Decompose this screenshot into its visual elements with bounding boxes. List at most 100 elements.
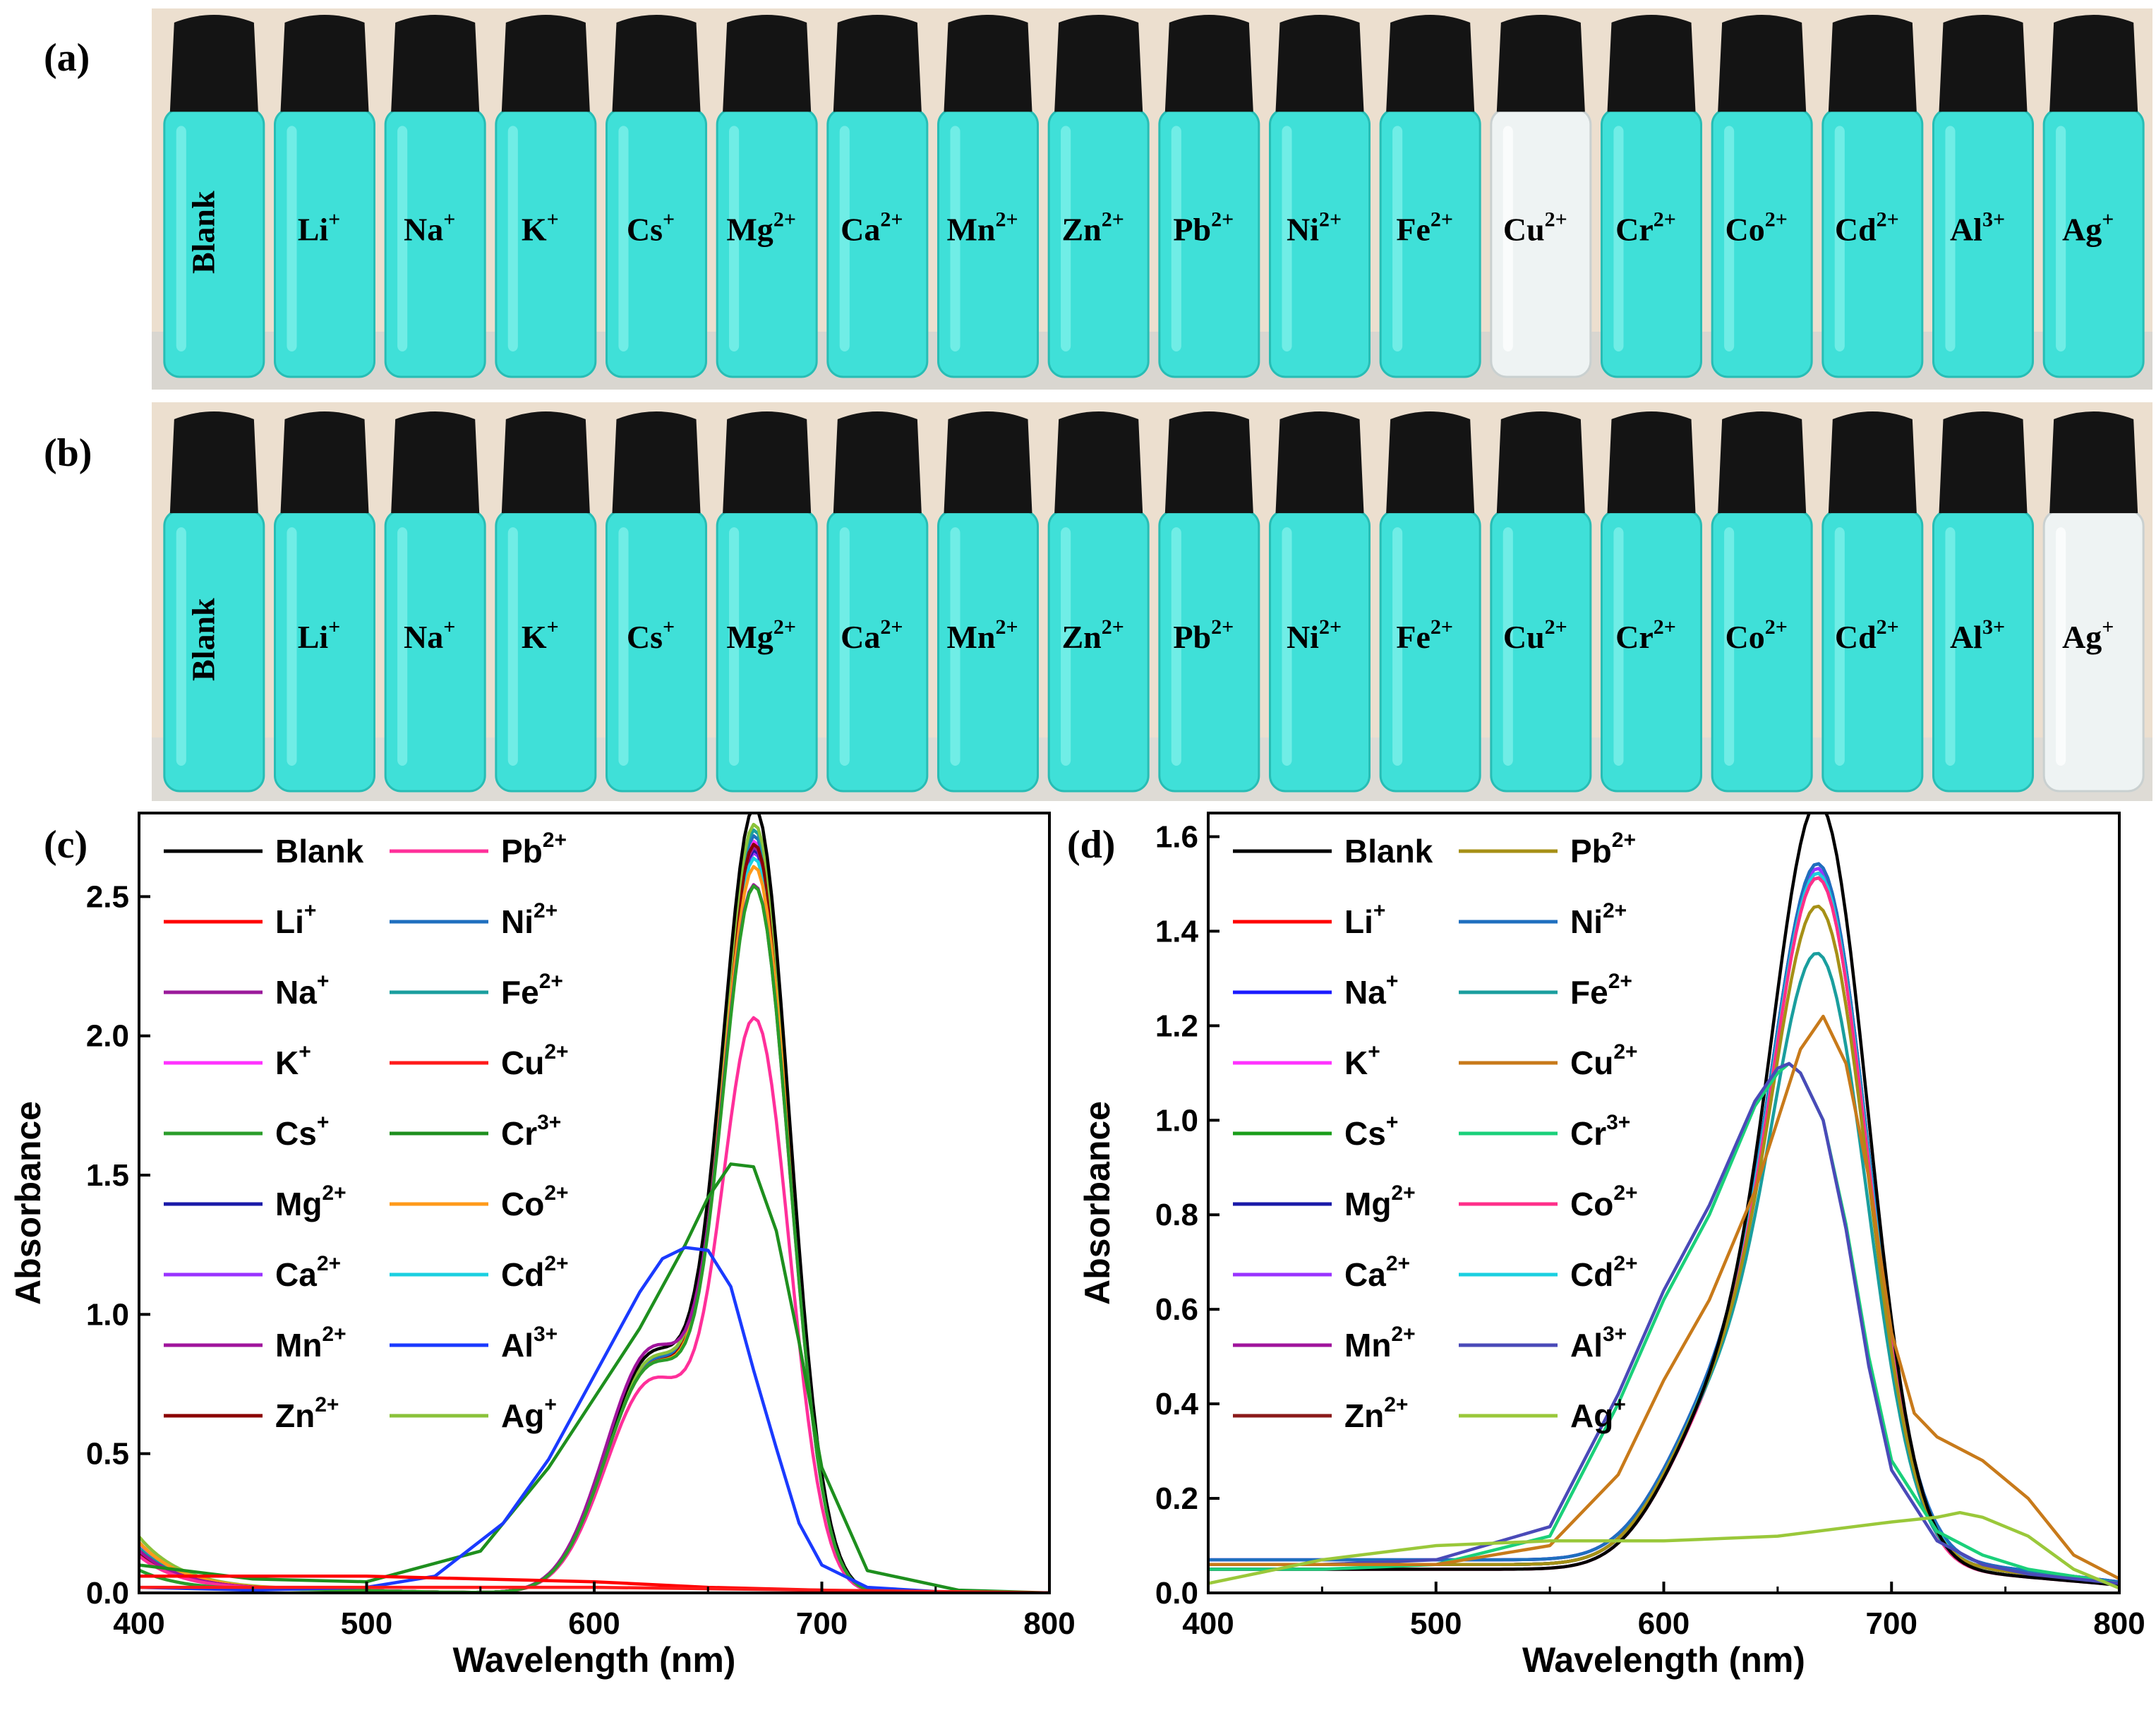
legend-label: Ni2+ xyxy=(501,899,558,940)
legend-entry-na-plus: Na+ xyxy=(1233,970,1398,1011)
y-tick-label: 0.0 xyxy=(1155,1576,1198,1611)
legend-label: Mn2+ xyxy=(1344,1323,1416,1364)
panel-label-c: (c) xyxy=(44,823,88,867)
vial-a-mg2-plus: Mg2+ xyxy=(716,15,818,378)
legend-label: Li+ xyxy=(275,899,316,940)
x-axis-label: Wavelength (nm) xyxy=(453,1640,736,1680)
vial-glare xyxy=(507,126,518,351)
vial-b-cr2-plus: Cr2+ xyxy=(1601,411,1702,793)
vial-glare xyxy=(1282,527,1292,766)
vial-a-cd2-plus: Cd2+ xyxy=(1821,15,1924,378)
legend-label: Li+ xyxy=(1344,899,1385,940)
vial-b-k-plus: K+ xyxy=(495,411,597,793)
vial-cap xyxy=(1718,411,1807,514)
legend-label: Pb2+ xyxy=(1570,829,1636,869)
vial-b-cs-plus: Cs+ xyxy=(606,411,707,793)
vial-cap xyxy=(1386,15,1475,112)
legend-label: K+ xyxy=(275,1040,311,1081)
legend-entry-k-plus: K+ xyxy=(1233,1040,1380,1081)
vial-b-na-plus: Na+ xyxy=(384,411,486,793)
legend-entry-ca2-plus: Ca2+ xyxy=(164,1252,341,1293)
vial-cap xyxy=(501,15,590,112)
vial-a-ni2-plus: Ni2+ xyxy=(1269,15,1371,378)
vial-a-pb2-plus: Pb2+ xyxy=(1158,15,1260,378)
legend-label: Cu2+ xyxy=(501,1040,569,1081)
vial-a-cu2-plus: Cu2+ xyxy=(1490,15,1592,378)
legend-label: Ag+ xyxy=(501,1393,557,1434)
vial-cap xyxy=(280,15,369,112)
legend-entry-na-plus: Na+ xyxy=(164,970,329,1011)
x-tick-label: 500 xyxy=(1410,1606,1462,1641)
vial-glare xyxy=(1834,126,1845,351)
vial-glare xyxy=(397,527,408,766)
vial-glare xyxy=(618,527,629,766)
vial-row-a: Blank Li+ Na+ K+ Cs+ Mg2+ Ca2+ Mn2+ Zn2+ Pb2+ Ni2+… xyxy=(163,15,2145,378)
legend-entry-ag-plus: Ag+ xyxy=(1459,1393,1626,1434)
legend-label: Fe2+ xyxy=(1570,970,1632,1011)
legend-entry-ca2-plus: Ca2+ xyxy=(1233,1252,1410,1293)
vial-glare xyxy=(1392,126,1403,351)
vial-glare xyxy=(1613,126,1624,351)
vial-label: Ag+ xyxy=(2062,208,2114,248)
y-tick-label: 1.6 xyxy=(1155,819,1198,854)
y-axis-label: Absorbance xyxy=(1078,1101,1117,1305)
legend-label: Ag+ xyxy=(1570,1393,1626,1434)
legend-label: Co2+ xyxy=(1570,1181,1638,1222)
legend-label: Al3+ xyxy=(1570,1323,1627,1364)
legend-label: Mg2+ xyxy=(1344,1181,1416,1222)
vial-cap xyxy=(1718,15,1807,112)
legend-entry-mg2-plus: Mg2+ xyxy=(164,1181,347,1222)
vial-glare xyxy=(176,126,186,351)
vial-glare xyxy=(1502,527,1513,766)
vial-row-b: Blank Li+ Na+ K+ Cs+ Mg2+ Ca2+ Mn2+ Zn2+ Pb2+ Ni2+… xyxy=(163,411,2145,793)
vial-label: Fe2+ xyxy=(1396,615,1453,655)
chart-d: (d) 400 500 600 700 800 0.0 0.2 0.4 0.6 0.8 1.0 1.2… xyxy=(1067,812,2145,1680)
legend-label: Cd2+ xyxy=(501,1252,569,1293)
legend: Blank Li+ Na+ K+ Cs+ Mg2+ Ca2+ Mn2+ Zn2+ Pb2+ Ni2+… xyxy=(164,829,569,1434)
legend-label: K+ xyxy=(1344,1040,1380,1081)
legend-label: Na+ xyxy=(275,970,329,1011)
legend-entry-fe2-plus: Fe2+ xyxy=(390,970,563,1011)
legend-entry-mn2-plus: Mn2+ xyxy=(1233,1323,1416,1364)
y-tick-label: 1.0 xyxy=(1155,1103,1198,1138)
legend-entry-ni2-plus: Ni2+ xyxy=(1459,899,1627,940)
x-tick-label: 600 xyxy=(568,1606,620,1641)
vial-glare xyxy=(618,126,629,351)
vial-glare xyxy=(397,126,408,351)
y-tick-label: 2.5 xyxy=(86,879,129,914)
legend-entry-cd2-plus: Cd2+ xyxy=(1459,1252,1638,1293)
legend-label: Cr3+ xyxy=(1570,1111,1630,1152)
series-line-cu2-plus xyxy=(1208,1014,2119,1580)
legend-label: Cr3+ xyxy=(501,1111,561,1152)
legend-entry-al3-plus: Al3+ xyxy=(390,1323,558,1364)
vial-glare xyxy=(1502,126,1513,351)
legend-label: Pb2+ xyxy=(501,829,567,869)
vial-cap xyxy=(1164,411,1253,514)
series-line-pb2-plus xyxy=(139,1016,1049,1593)
x-axis-label: Wavelength (nm) xyxy=(1522,1640,1805,1680)
vial-glare xyxy=(1945,126,1956,351)
vial-cap xyxy=(1939,411,2028,514)
series-line-ag-plus xyxy=(1208,1510,2119,1590)
vial-glare xyxy=(1061,126,1071,351)
vial-glare xyxy=(729,527,740,766)
x-tick-label: 800 xyxy=(1023,1606,1075,1641)
vial-a-al3-plus: Al3+ xyxy=(1932,15,2034,378)
vial-glare xyxy=(2056,527,2066,766)
vial-glare xyxy=(1724,527,1735,766)
legend-entry-li-plus: Li+ xyxy=(164,899,316,940)
vial-glare xyxy=(1061,527,1071,766)
vial-glare xyxy=(1282,126,1292,351)
legend-entry-co2-plus: Co2+ xyxy=(1459,1181,1638,1222)
vial-cap xyxy=(944,15,1032,112)
legend-label: Blank xyxy=(275,833,364,869)
vial-b-cu2-plus: Cu2+ xyxy=(1490,411,1592,793)
vial-cap xyxy=(833,411,922,514)
vial-cap xyxy=(280,411,369,514)
vial-label: Ni2+ xyxy=(1287,615,1342,655)
legend-entry-co2-plus: Co2+ xyxy=(390,1181,569,1222)
vial-a-ca2-plus: Ca2+ xyxy=(826,15,929,378)
legend-label: Al3+ xyxy=(501,1323,558,1364)
vial-cap xyxy=(1607,15,1696,112)
vial-label: Blank xyxy=(185,598,221,681)
